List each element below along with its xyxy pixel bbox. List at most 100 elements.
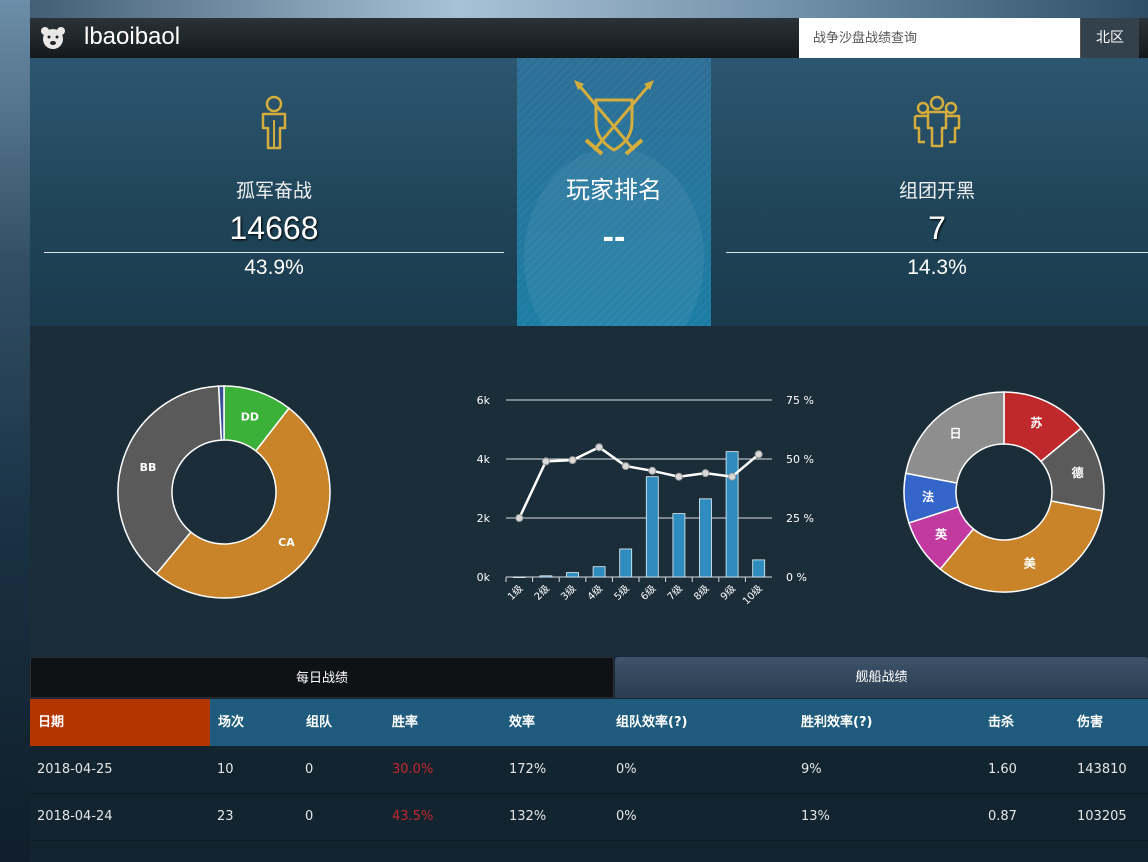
winrate-point[interactable] [674, 472, 683, 481]
nation-slice-label: 英 [935, 527, 948, 542]
solo-label: 孤军奋战 [235, 180, 312, 202]
cell-win-efficiency: 13% [801, 809, 830, 824]
ship-type-slice[interactable] [217, 385, 225, 441]
cell-kills: 0.87 [988, 809, 1017, 824]
tier-bar[interactable] [619, 548, 633, 578]
tab-ship-records[interactable]: 舰船战绩 [615, 657, 1148, 698]
tier-combo-chart[interactable]: 0k 2k 4k 6k 0 % 25 % 50 % 75 % 1级 2级 3级 4级 5级 6级 7级 8级 9… [434, 376, 814, 676]
x-tick-label: 7级 [665, 583, 685, 603]
divider [726, 252, 1148, 253]
column-header-win-efficiency[interactable]: 胜利效率(?) [801, 715, 873, 730]
cell-battles: 23 [217, 809, 234, 824]
cell-division: 0 [305, 809, 314, 824]
y-right-tick-label: 0 % [786, 571, 807, 584]
bear-logo-icon[interactable] [40, 26, 66, 50]
tier-bar[interactable] [699, 498, 712, 578]
tab-daily-records[interactable]: 每日战绩 [30, 657, 614, 698]
winrate-point[interactable] [621, 462, 630, 471]
cell-damage: 103205 [1077, 809, 1127, 824]
ship-type-slice[interactable] [155, 407, 331, 599]
team-battle-count: 7 [928, 210, 946, 246]
column-header-winrate[interactable]: 胜率 [392, 715, 419, 730]
winrate-point[interactable] [515, 514, 524, 522]
daily-records-table: 日期 场次 组队 胜率 效率 组队效率(?) 胜利效率(?) 击杀 伤害 201… [30, 699, 1148, 862]
ship-type-slice[interactable] [117, 385, 223, 575]
nation-slice-label: 美 [1024, 556, 1037, 571]
column-header-division[interactable]: 组队 [306, 715, 333, 730]
background-banner [0, 0, 1148, 18]
cell-win-efficiency: 9% [801, 762, 822, 777]
y-right-tick-label: 75 % [786, 394, 814, 407]
x-tick-label: 8级 [692, 583, 712, 603]
cell-division-efficiency: 0% [616, 762, 637, 777]
rank-banner [517, 58, 711, 356]
x-tick-label: 9级 [718, 583, 738, 603]
cell-division: 0 [305, 762, 314, 777]
column-header-efficiency[interactable]: 效率 [509, 715, 536, 730]
nation-slice-label: 德 [1072, 465, 1084, 480]
y-left-tick-label: 4k [477, 453, 491, 466]
x-tick-label: 1级 [505, 583, 525, 603]
y-right-tick-label: 25 % [786, 512, 814, 525]
cell-battles: 10 [217, 762, 234, 777]
tier-bar[interactable] [566, 572, 579, 578]
tier-bar[interactable] [645, 476, 659, 578]
column-header-date[interactable]: 日期 [30, 699, 210, 746]
column-header-damage[interactable]: 伤害 [1077, 715, 1104, 730]
charts-section: DD CA BB 0k 2k 4k 6k 0 % 25 % 50 % 75 % 1级 2级 3级 4级 5级… [30, 326, 1148, 656]
winrate-point[interactable] [701, 469, 710, 478]
winrate-point[interactable] [754, 450, 763, 459]
nation-slice[interactable] [904, 391, 1005, 484]
solo-stat-panel: 孤军奋战 14668 43.9% [44, 58, 504, 326]
ship-type-donut-chart[interactable]: DD CA BB [104, 372, 344, 612]
nation-slice-label: 法 [922, 489, 934, 504]
cell-damage: 143810 [1077, 762, 1127, 777]
nation-slice-label: 日 [950, 426, 962, 440]
x-tick-label: 5级 [612, 583, 632, 603]
tier-bar[interactable] [725, 451, 739, 578]
search-input[interactable] [799, 18, 1080, 58]
username-title[interactable]: lbaoibaol [84, 23, 181, 50]
winrate-point[interactable] [728, 472, 737, 481]
cell-efficiency: 172% [509, 762, 547, 777]
crossed-swords-shield-icon [574, 80, 654, 156]
x-tick-label: 10级 [740, 583, 765, 608]
stats-hero: 孤军奋战 14668 43.9% 玩家排名 -- [30, 58, 1148, 356]
group-people-icon [913, 95, 961, 148]
winrate-point[interactable] [541, 457, 550, 466]
rank-label: 玩家排名 [566, 176, 662, 204]
winrate-point[interactable] [595, 443, 604, 452]
column-header-kills[interactable]: 击杀 [988, 715, 1015, 730]
single-person-icon [261, 95, 287, 150]
tier-bar[interactable] [512, 576, 526, 578]
team-stat-panel: 组团开黑 7 14.3% [726, 58, 1148, 326]
ship-type-slice-label: BB [140, 461, 157, 474]
nation-slice[interactable] [939, 500, 1104, 593]
cell-date: 2018-04-24 [37, 809, 113, 824]
tier-bar[interactable] [672, 513, 686, 578]
y-left-tick-label: 6k [477, 394, 491, 407]
top-bar: lbaoibaol 北区 [30, 18, 1148, 59]
solo-percent: 43.9% [244, 256, 304, 279]
team-percent: 14.3% [907, 256, 967, 279]
cell-efficiency: 132% [509, 809, 547, 824]
x-tick-label: 6级 [638, 583, 658, 603]
nation-donut-chart[interactable]: 苏德美 英 法 日 [894, 382, 1114, 602]
team-label: 组团开黑 [898, 180, 975, 202]
table-row: 2018-04-24 23 0 43.5% 132% 0% 13% 0.87 1… [30, 793, 1148, 841]
column-header-division-efficiency[interactable]: 组队效率(?) [616, 715, 688, 730]
x-tick-label: 2级 [532, 583, 552, 603]
y-right-tick-label: 50 % [786, 453, 814, 466]
region-button[interactable]: 北区 [1080, 18, 1139, 58]
column-header-battles[interactable]: 场次 [218, 715, 245, 730]
tier-bar[interactable] [539, 575, 553, 578]
y-left-tick-label: 0k [477, 571, 491, 584]
winrate-point[interactable] [568, 456, 577, 465]
tier-bar[interactable] [592, 566, 606, 578]
tier-bar[interactable] [752, 559, 766, 578]
table-header-row: 日期 场次 组队 胜率 效率 组队效率(?) 胜利效率(?) 击杀 伤害 [30, 699, 1148, 746]
divider [44, 252, 504, 253]
table-row: 2018-04-25 10 0 30.0% 172% 0% 9% 1.60 14… [30, 746, 1148, 794]
winrate-point[interactable] [648, 466, 657, 475]
cell-winrate: 43.5% [392, 809, 434, 824]
